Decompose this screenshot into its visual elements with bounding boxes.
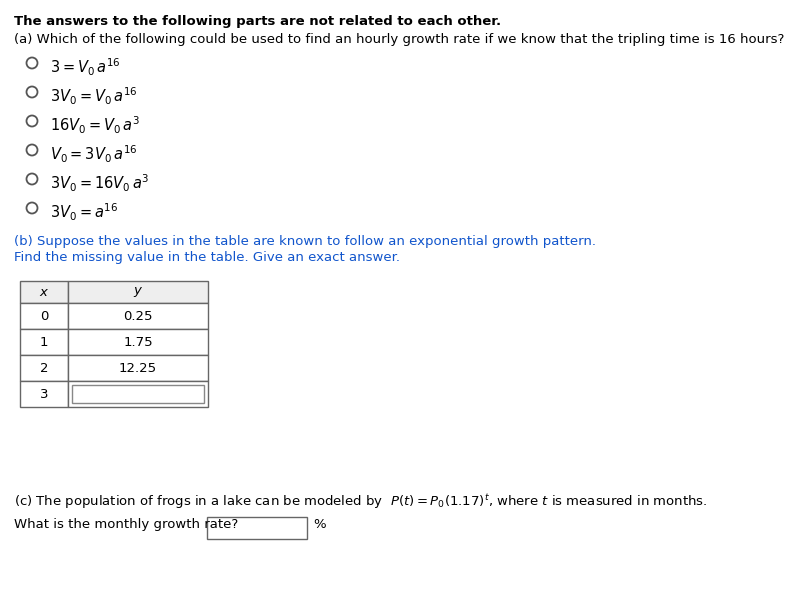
- Text: The answers to the following parts are not related to each other.: The answers to the following parts are n…: [14, 15, 501, 28]
- Text: $3 = V_0\, a^{16}$: $3 = V_0\, a^{16}$: [50, 57, 121, 78]
- Text: Find the missing value in the table. Give an exact answer.: Find the missing value in the table. Giv…: [14, 251, 400, 264]
- Text: 0: 0: [39, 310, 48, 322]
- Text: $3V_0 = a^{16}$: $3V_0 = a^{16}$: [50, 202, 118, 223]
- Text: 1: 1: [39, 336, 48, 348]
- Bar: [20, 281, 68, 303]
- Text: $3V_0 = 16V_0\, a^{3}$: $3V_0 = 16V_0\, a^{3}$: [50, 173, 149, 194]
- Text: $x$: $x$: [39, 285, 49, 299]
- Text: $V_0 = 3V_0\, a^{16}$: $V_0 = 3V_0\, a^{16}$: [50, 144, 137, 165]
- Bar: [20, 329, 68, 355]
- Bar: [68, 329, 208, 355]
- Bar: [68, 281, 208, 303]
- Text: What is the monthly growth rate?: What is the monthly growth rate?: [14, 518, 238, 531]
- Bar: [68, 303, 208, 329]
- Text: $3V_0 = V_0\, a^{16}$: $3V_0 = V_0\, a^{16}$: [50, 86, 137, 107]
- Text: (b) Suppose the values in the table are known to follow an exponential growth pa: (b) Suppose the values in the table are …: [14, 235, 596, 248]
- Bar: [20, 355, 68, 381]
- Text: $16V_0 = V_0\, a^{3}$: $16V_0 = V_0\, a^{3}$: [50, 115, 140, 137]
- Bar: [20, 381, 68, 407]
- Bar: [20, 303, 68, 329]
- Text: 12.25: 12.25: [119, 362, 157, 375]
- Bar: [207, 517, 307, 539]
- Text: 0.25: 0.25: [123, 310, 153, 322]
- Text: 1.75: 1.75: [123, 336, 153, 348]
- Bar: [72, 385, 204, 403]
- Text: $y$: $y$: [133, 285, 143, 299]
- Text: (a) Which of the following could be used to find an hourly growth rate if we kno: (a) Which of the following could be used…: [14, 33, 784, 46]
- Text: 2: 2: [39, 362, 48, 375]
- Text: %: %: [313, 518, 326, 531]
- Bar: [68, 381, 208, 407]
- Text: 3: 3: [39, 387, 48, 401]
- Text: (c) The population of frogs in a lake can be modeled by  $P(t)=P_0(1.17)^t$, whe: (c) The population of frogs in a lake ca…: [14, 492, 708, 510]
- Bar: [68, 355, 208, 381]
